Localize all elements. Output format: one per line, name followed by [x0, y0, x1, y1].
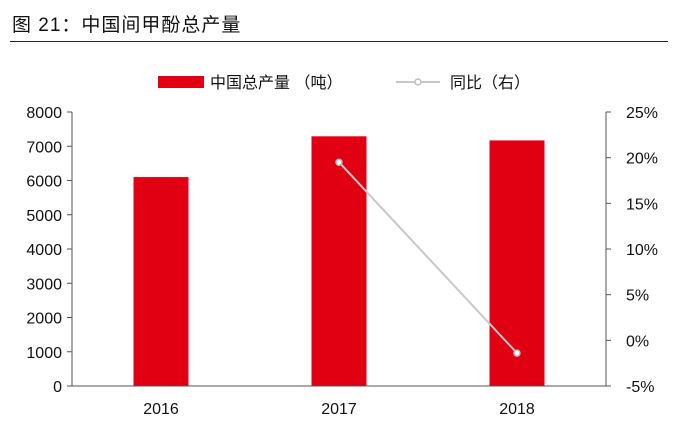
series-line-yoy [338, 161, 518, 354]
point-yoy-2017 [335, 158, 343, 166]
plot-area: 0 1000 2000 3000 4000 5000 6000 7000 8000 -5% 0% 5%… [26, 105, 658, 418]
tick-label-left: 1000 [26, 345, 62, 362]
bar-2018 [489, 140, 545, 386]
tick-label-left: 6000 [26, 174, 62, 191]
title-divider [10, 41, 668, 42]
tick-label-right: -5% [626, 379, 654, 396]
category-label-2017: 2017 [321, 401, 357, 418]
tick-label-right: 25% [626, 105, 658, 122]
legend-label-line: 同比（右） [450, 74, 530, 92]
bar-2017 [311, 136, 367, 386]
tick-label-left: 7000 [26, 139, 62, 156]
legend-label-bar: 中国总产量 （吨） [210, 74, 342, 92]
legend: 中国总产量 （吨） 同比（右） [158, 74, 530, 92]
tick-label-right: 5% [626, 288, 649, 305]
tick-label-left: 0 [53, 379, 62, 396]
legend-marker-line [414, 78, 422, 86]
tick-label-left: 4000 [26, 242, 62, 259]
bar-2016 [133, 177, 189, 386]
category-label-2016: 2016 [143, 401, 179, 418]
legend-swatch-bar [158, 76, 204, 88]
tick-label-left: 8000 [26, 105, 62, 122]
point-yoy-2018 [513, 349, 521, 357]
tick-label-left: 2000 [26, 311, 62, 328]
tick-label-right: 0% [626, 333, 649, 350]
tick-label-left: 3000 [26, 276, 62, 293]
category-label-2018: 2018 [499, 401, 535, 418]
tick-label-left: 5000 [26, 208, 62, 225]
tick-label-right: 15% [626, 196, 658, 213]
figure-title: 图 21：中国间甲酚总产量 [12, 15, 242, 36]
tick-label-right: 20% [626, 151, 658, 168]
tick-label-right: 10% [626, 242, 658, 259]
